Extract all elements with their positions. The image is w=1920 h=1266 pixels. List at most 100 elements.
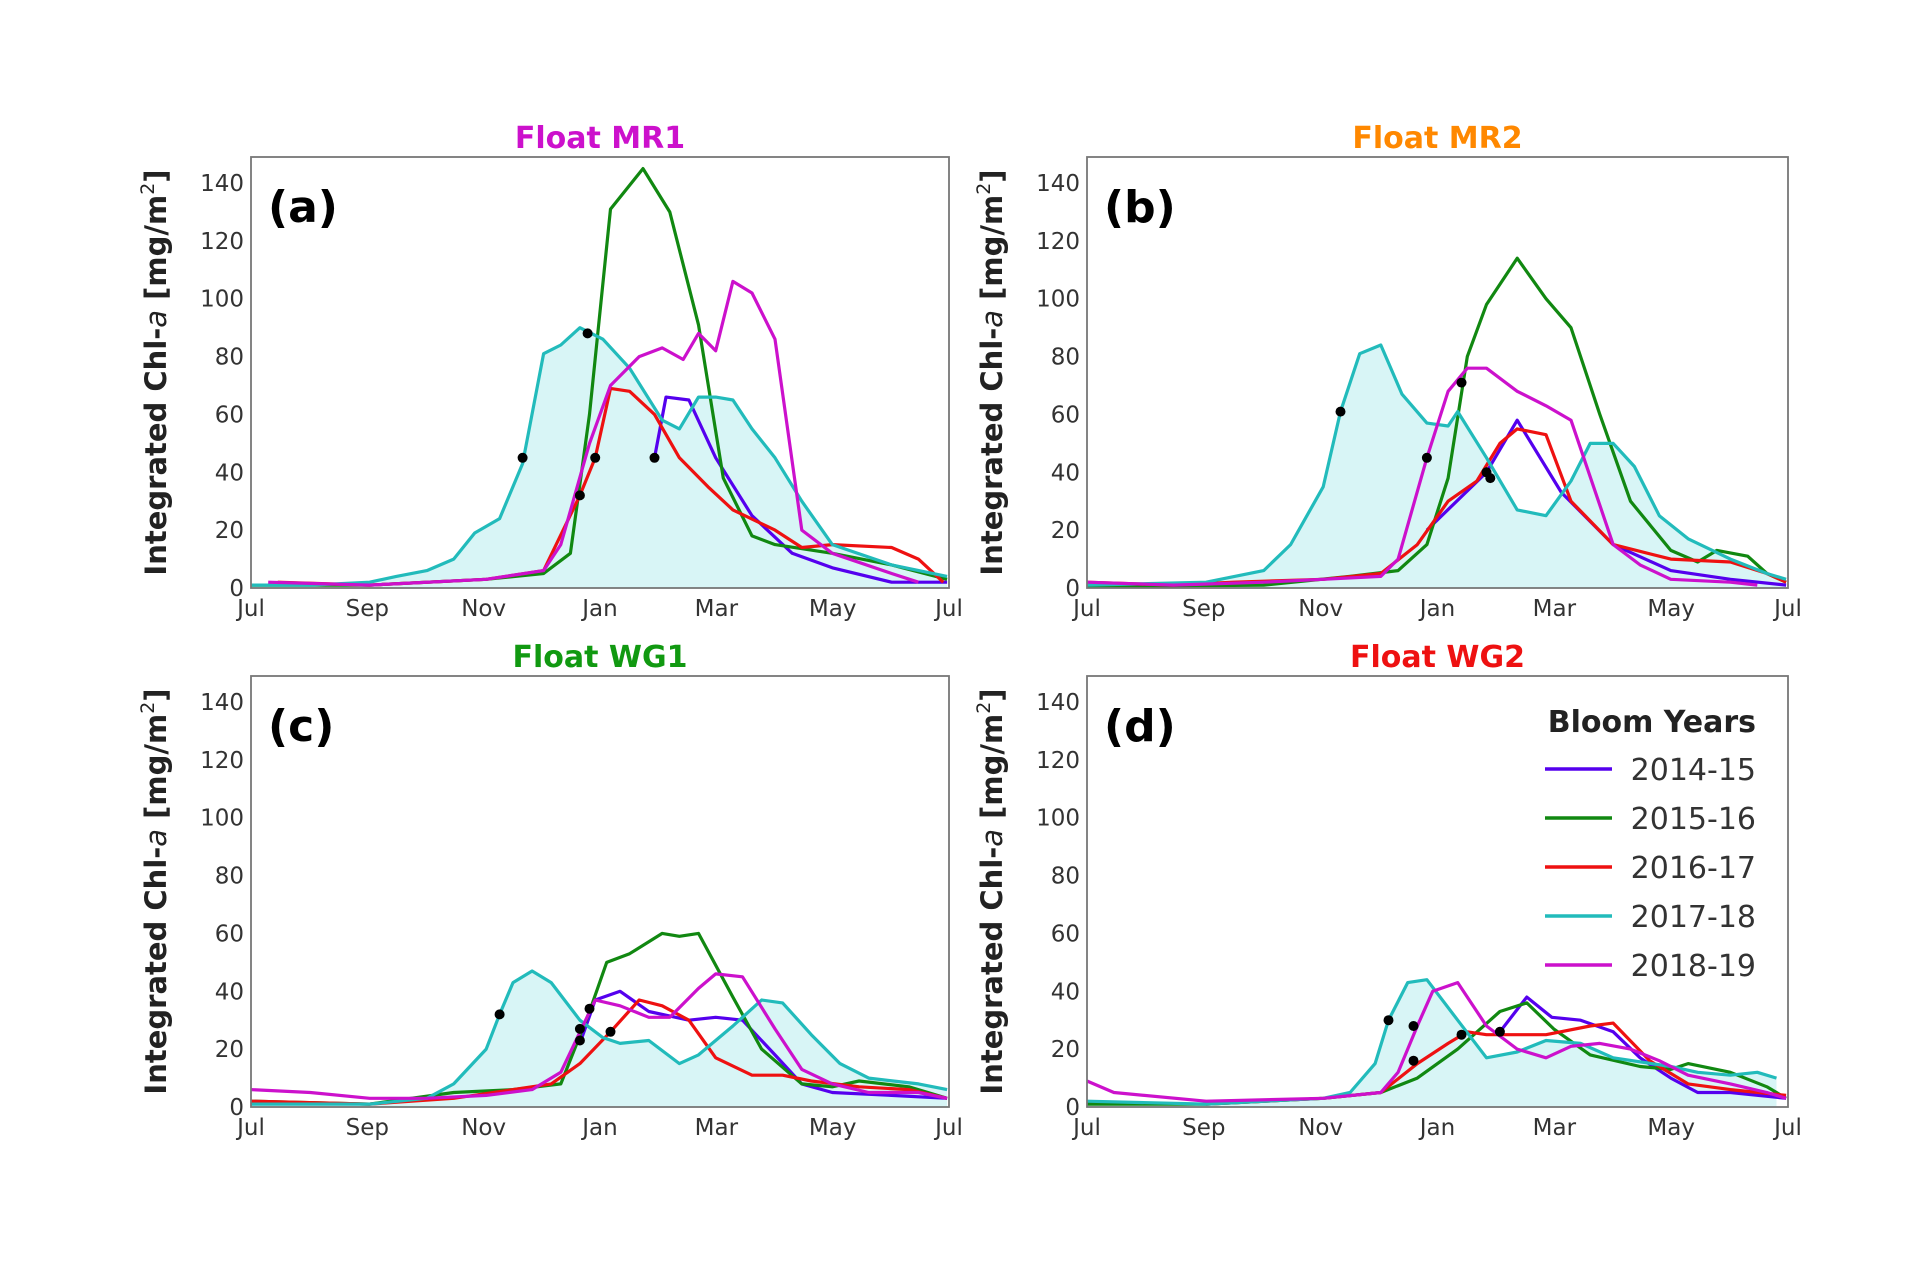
y-tick-label: 40	[1051, 460, 1080, 486]
y-label-text: Integrated Chl-	[139, 847, 173, 1095]
y-tick-label: 100	[200, 806, 244, 832]
y-tick-label: 40	[1051, 979, 1080, 1005]
x-tick-label: Mar	[695, 596, 739, 622]
x-tick-label: Sep	[1182, 596, 1225, 622]
y-label-close: ]	[139, 169, 173, 182]
y-label-text: Integrated Chl-	[139, 328, 173, 576]
x-tick-label: Jul	[235, 596, 265, 622]
axes-frame	[250, 675, 950, 1108]
y-tick-label: 20	[1051, 1037, 1080, 1063]
legend-label: 2014-15	[1631, 753, 1756, 788]
panel-b: 0 20 40 60 80 100 120 140 Jul Sep Nov Jan Mar May Jul F…	[973, 121, 1802, 622]
x-tick-label: Sep	[1182, 1115, 1225, 1141]
y-tick-label: 120	[200, 748, 244, 774]
y-label-italic: a	[139, 310, 173, 328]
y-axis-label: Integrated Chl-a [mg/m2]	[137, 169, 173, 575]
y-label-text: Integrated Chl-	[975, 328, 1009, 576]
x-tick-label: Mar	[1533, 596, 1577, 622]
axes-frame	[250, 156, 950, 589]
y-label-text: Integrated Chl-	[975, 847, 1009, 1095]
series-fill-2017-18	[1087, 345, 1787, 588]
bloom-marker-2017-18	[517, 452, 528, 463]
series-line-2018-19	[1086, 981, 1787, 1103]
bloom-marker-2018-19	[1408, 1021, 1419, 1031]
y-tick-label: 40	[215, 460, 244, 486]
x-tick-label: Nov	[461, 1115, 506, 1141]
panel-d: 0 20 40 60 80 100 120 140 Jul Sep Nov Jan Mar May Jul F…	[973, 640, 1802, 1141]
legend: Bloom Years 2014-15 2015-16 2016-17 2017-18 2…	[1545, 705, 1756, 984]
bloom-marker-2017-18	[494, 1009, 505, 1020]
panel-c: 0 20 40 60 80 100 120 140 Jul Sep Nov Jan Mar May Jul F…	[137, 640, 963, 1141]
y-label-italic: a	[975, 310, 1009, 328]
y-label-italic: a	[975, 829, 1009, 847]
x-tick-label: Nov	[1298, 1115, 1343, 1141]
series-line-2018-19	[1086, 366, 1758, 587]
y-label-sup: 2	[973, 702, 995, 714]
bloom-marker-2016-17	[605, 1026, 616, 1037]
x-tick-label: Jan	[580, 596, 617, 622]
legend-item: 2018-19	[1545, 949, 1756, 984]
y-label-unit: [mg/m	[139, 714, 173, 829]
y-tick-label: 120	[200, 229, 244, 255]
y-tick-label: 0	[1065, 1095, 1080, 1121]
y-tick-label: 20	[215, 1037, 244, 1063]
y-tick-label: 140	[1036, 690, 1080, 716]
y-tick-label: 80	[1051, 864, 1080, 890]
x-tick-label: May	[1647, 1115, 1695, 1141]
panel-label: (c)	[268, 701, 334, 752]
bloom-marker-2015-16	[1456, 377, 1467, 388]
bloom-marker-2017-18	[1335, 406, 1346, 417]
x-tick-label: Jan	[1418, 596, 1455, 622]
bloom-marker-2015-16	[582, 328, 593, 339]
y-tick-label: 20	[215, 518, 244, 544]
x-tick-label: Jan	[580, 1115, 617, 1141]
x-tick-label: Nov	[1298, 596, 1343, 622]
legend-label: 2017-18	[1631, 900, 1756, 935]
panel-a: 0 20 40 60 80 100 120 140 Jul Sep Nov Jan Mar May Jul F…	[137, 121, 963, 622]
x-tick-label: Jan	[1418, 1115, 1455, 1141]
legend-label: 2018-19	[1631, 949, 1756, 984]
panel-title: Float MR2	[1352, 121, 1522, 156]
series-line-2017-18	[1086, 343, 1787, 587]
y-tick-label: 60	[215, 402, 244, 428]
y-tick-label: 60	[1051, 921, 1080, 947]
y-label-unit: [mg/m	[975, 714, 1009, 829]
y-tick-label: 100	[1036, 806, 1080, 832]
x-tick-label: Mar	[1533, 1115, 1577, 1141]
y-tick-label: 140	[200, 171, 244, 197]
y-label-close: ]	[975, 688, 1009, 701]
series-line-2017-18	[251, 969, 948, 1106]
series-line-2017-18	[251, 326, 948, 587]
x-tick-label: Jul	[1071, 596, 1101, 622]
y-tick-label: 100	[1036, 287, 1080, 313]
panel-label: (b)	[1104, 182, 1176, 233]
x-tick-label: Jul	[933, 1115, 963, 1141]
y-tick-label: 80	[1051, 345, 1080, 371]
y-label-close: ]	[139, 688, 173, 701]
series-line-2018-19	[250, 972, 948, 1100]
y-axis-label: Integrated Chl-a [mg/m2]	[973, 688, 1009, 1094]
bloom-marker-2015-16	[1456, 1029, 1467, 1040]
x-tick-label: May	[809, 596, 857, 622]
bloom-marker-2018-19	[574, 1023, 585, 1034]
x-tick-label: Jul	[235, 1115, 265, 1141]
y-tick-label: 20	[1051, 518, 1080, 544]
series-fill-2017-18	[1087, 979, 1777, 1107]
legend-label: 2016-17	[1631, 851, 1756, 886]
y-tick-label: 140	[1036, 171, 1080, 197]
x-tick-label: Sep	[346, 1115, 389, 1141]
x-tick-label: Mar	[695, 1115, 739, 1141]
series-line-2015-16	[1086, 256, 1787, 589]
y-label-italic: a	[139, 829, 173, 847]
y-tick-label: 60	[1051, 402, 1080, 428]
x-tick-label: Sep	[346, 596, 389, 622]
y-tick-label: 80	[215, 345, 244, 371]
x-tick-label: Nov	[461, 596, 506, 622]
y-tick-label: 0	[229, 576, 244, 602]
series-line-2014-15	[652, 395, 948, 584]
x-tick-label: Jul	[1772, 596, 1802, 622]
panel-title: Float WG2	[1350, 640, 1525, 675]
x-tick-label: May	[809, 1115, 857, 1141]
bloom-marker-2015-16	[584, 1003, 595, 1014]
